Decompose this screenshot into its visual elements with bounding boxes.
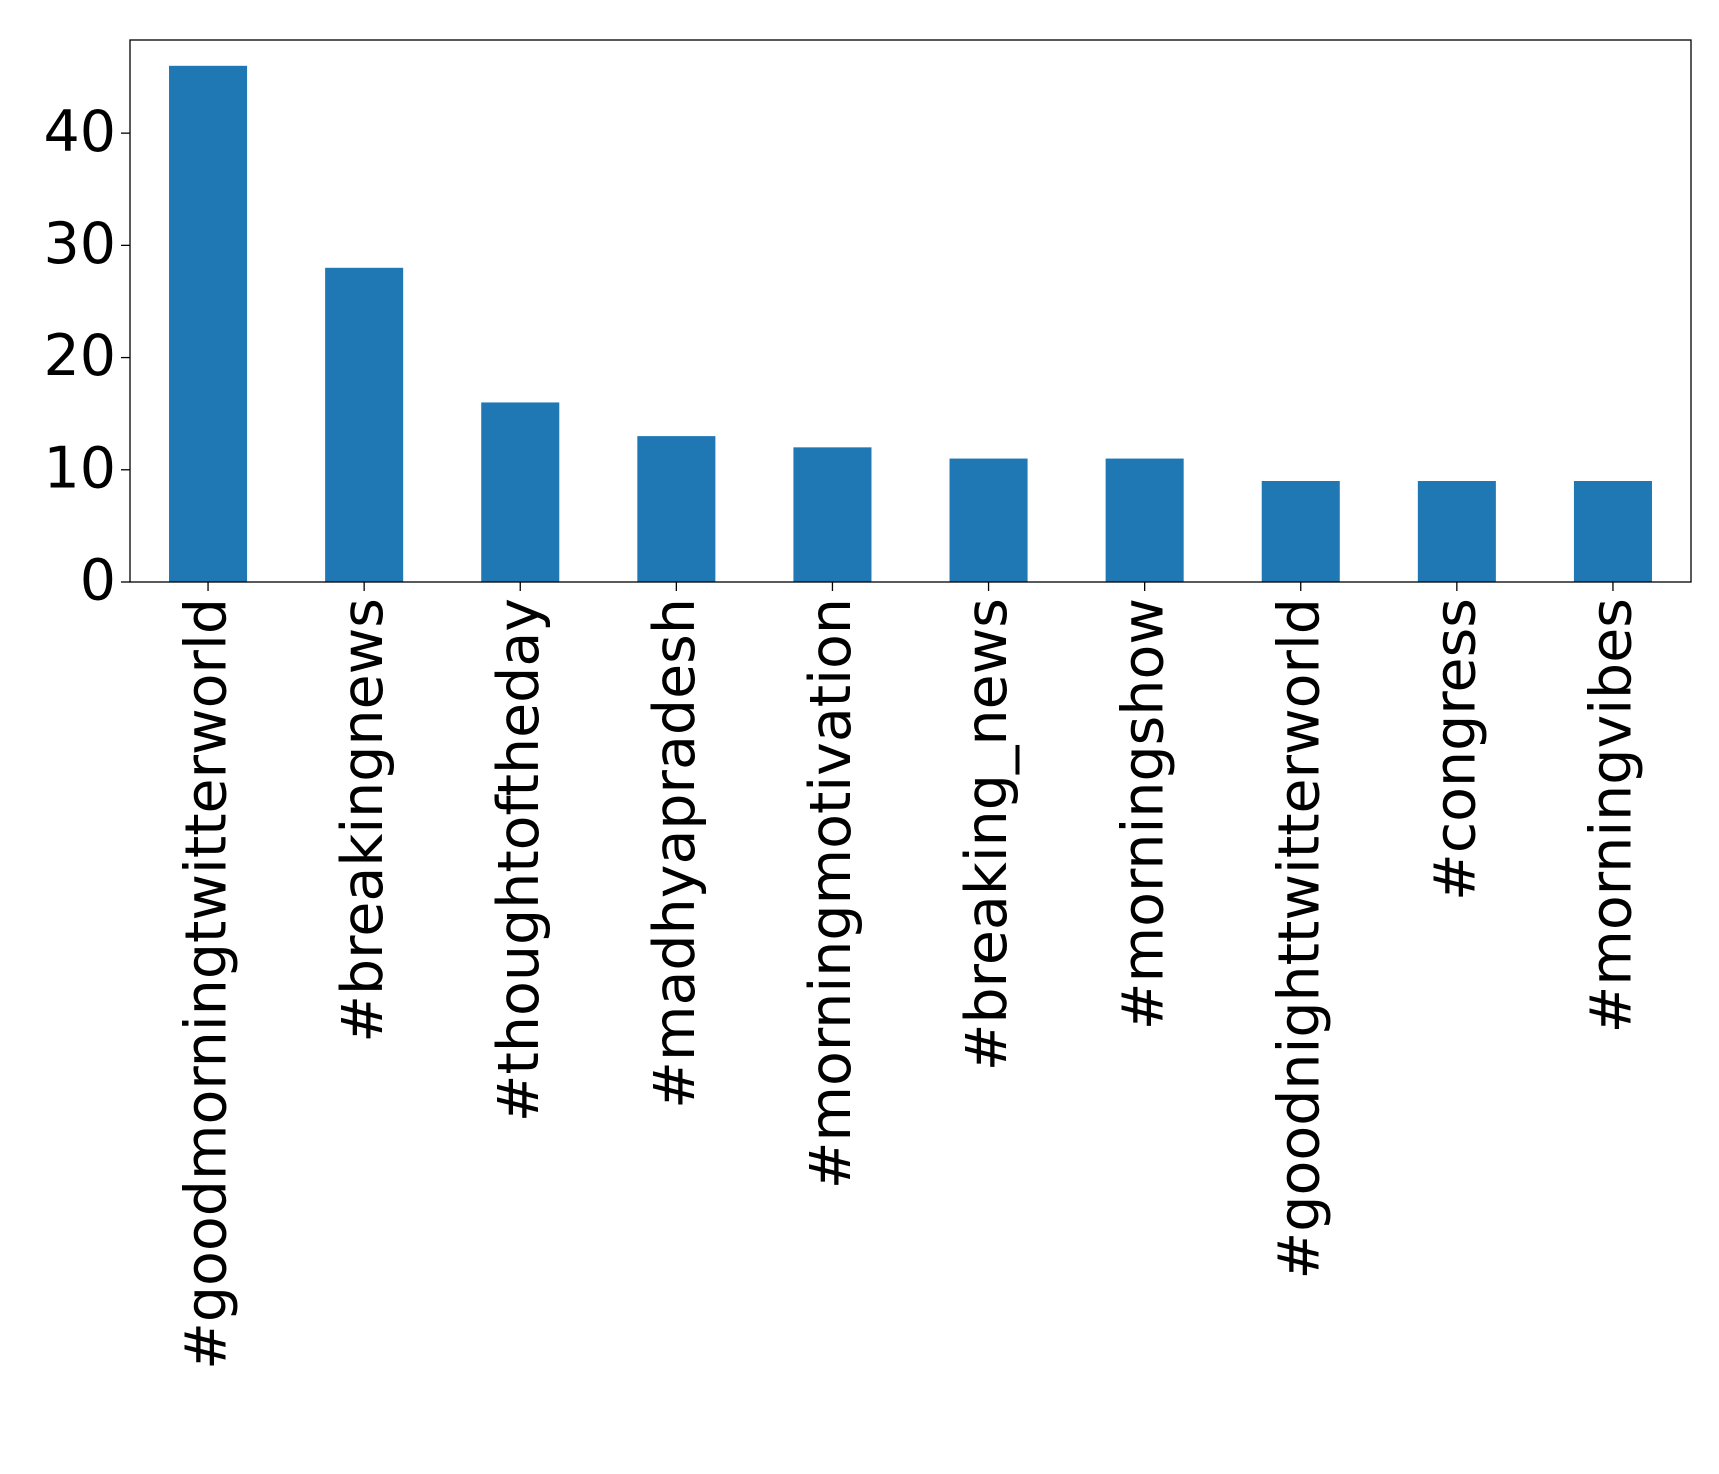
y-tick-label: 10 bbox=[43, 435, 116, 501]
bar bbox=[1105, 458, 1184, 582]
bar bbox=[1573, 481, 1652, 582]
bar bbox=[325, 267, 404, 582]
x-tick-label: #morningvibes bbox=[1579, 598, 1645, 1033]
x-tick-label: #goodmorningtwitterworld bbox=[174, 598, 240, 1370]
bar bbox=[949, 458, 1028, 582]
y-tick-label: 30 bbox=[43, 211, 116, 277]
bar bbox=[481, 402, 560, 582]
x-tick-label: #thoughtoftheday bbox=[486, 598, 552, 1122]
y-tick-label: 0 bbox=[80, 548, 116, 614]
x-tick-label: #congress bbox=[1422, 598, 1488, 901]
bar bbox=[637, 436, 716, 582]
bar bbox=[1417, 481, 1496, 582]
x-tick-label: #breakingnews bbox=[330, 598, 396, 1043]
y-tick-label: 40 bbox=[43, 99, 116, 165]
x-tick-label: #morningshow bbox=[1110, 598, 1176, 1030]
bar bbox=[169, 65, 248, 583]
x-tick-label: #breaking_news bbox=[954, 598, 1020, 1071]
x-tick-label: #morningmotivation bbox=[798, 598, 864, 1189]
x-tick-label: #madhyapradesh bbox=[642, 598, 708, 1109]
x-tick-label: #goodnighttwitterworld bbox=[1266, 598, 1332, 1279]
y-tick-label: 20 bbox=[43, 323, 116, 389]
bar bbox=[1261, 481, 1340, 582]
plot-frame bbox=[129, 39, 1692, 583]
bar bbox=[793, 447, 872, 582]
